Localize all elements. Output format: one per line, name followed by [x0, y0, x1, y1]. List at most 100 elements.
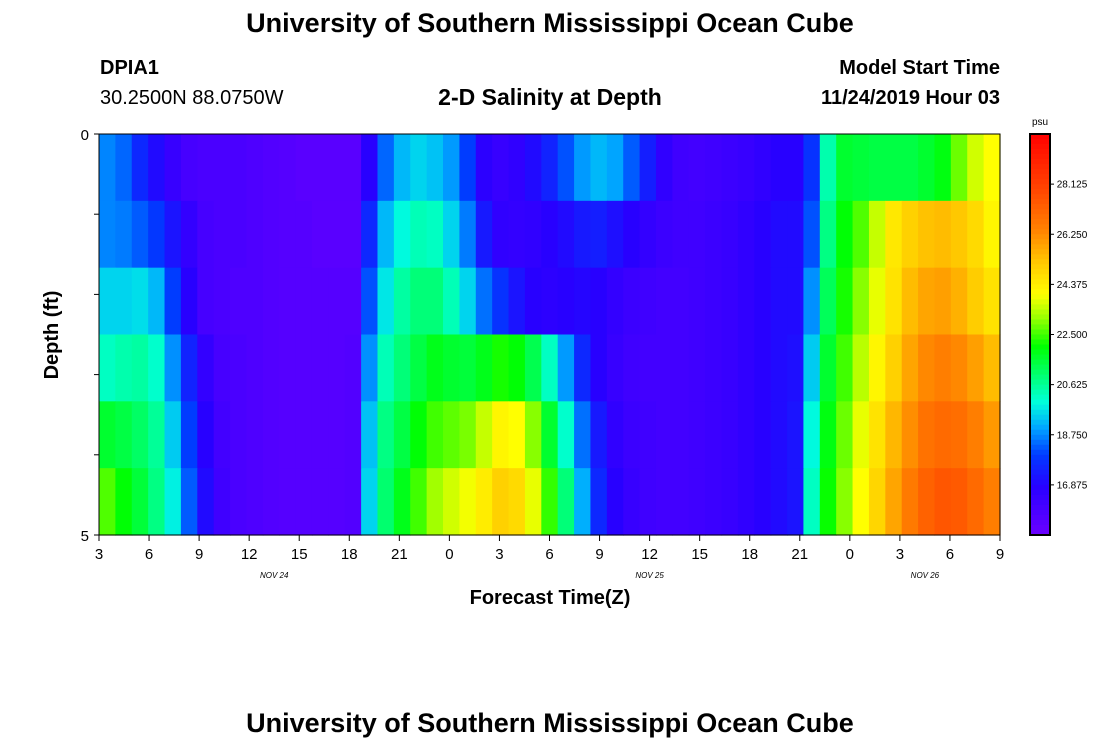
heatmap-cell — [639, 334, 657, 402]
heatmap-cell — [819, 468, 837, 536]
colorbar: 16.875 18.750 20.625 22.500 24.375 26.250 28.1… — [1029, 133, 1088, 536]
heatmap-cell — [443, 267, 460, 336]
heatmap-cell — [295, 200, 313, 269]
heatmap-cell — [787, 200, 805, 269]
heatmap-cell — [655, 200, 673, 269]
heatmap-cell — [524, 334, 542, 402]
colorbar-segment — [1030, 404, 1050, 411]
x-tick-label: 15 — [291, 546, 308, 563]
heatmap-cell — [311, 401, 329, 469]
x-tick-label: 0 — [846, 546, 854, 563]
colorbar-units: psu — [1032, 117, 1048, 128]
heatmap-cell — [934, 267, 952, 336]
colorbar-segment — [1030, 209, 1050, 215]
heatmap-cell — [967, 334, 985, 402]
heatmap-cell — [574, 134, 592, 202]
heatmap-cell — [99, 334, 116, 402]
heatmap-cell — [541, 334, 559, 402]
heatmap-cell — [918, 267, 936, 336]
heatmap-cell — [213, 468, 231, 536]
page-title: University of Southern Mississippi Ocean… — [246, 8, 854, 38]
heatmap-cell — [426, 468, 444, 536]
heatmap-cell — [705, 468, 723, 536]
heatmap-cell — [557, 334, 575, 402]
heatmap-cell — [967, 267, 985, 336]
heatmap-cell — [639, 134, 657, 202]
colorbar-segment — [1030, 224, 1050, 230]
heatmap-cell — [721, 334, 739, 402]
heatmap-cell — [459, 334, 477, 402]
heatmap-cell — [197, 134, 215, 202]
colorbar-segment — [1030, 284, 1050, 290]
heatmap-cell — [475, 267, 493, 336]
x-tick-label: 9 — [595, 546, 603, 563]
heatmap-cell — [606, 334, 624, 402]
heatmap-cell — [426, 334, 444, 402]
heatmap-cell — [836, 334, 854, 402]
heatmap-cell — [950, 134, 968, 202]
colorbar-segment — [1030, 299, 1050, 306]
colorbar-segment — [1030, 204, 1050, 210]
heatmap-cell — [967, 401, 985, 469]
heatmap-cell — [754, 401, 772, 469]
x-axis: 3 6 9 12 15 18 21 0 3 6 9 12 15 18 21 0 3 6 9 NOV 24 NOV 25 N… — [95, 535, 1004, 580]
x-tick-label: 3 — [495, 546, 503, 563]
heatmap-cell — [705, 401, 723, 469]
heatmap-cell — [393, 134, 411, 202]
colorbar-segment — [1030, 384, 1050, 391]
heatmap-cell — [934, 334, 952, 402]
heatmap-cell — [197, 401, 215, 469]
heatmap-cell — [311, 134, 329, 202]
heatmap-cell — [868, 468, 886, 536]
colorbar-segment — [1030, 509, 1050, 516]
heatmap-cell — [393, 468, 411, 536]
heatmap-cell — [230, 267, 248, 336]
colorbar-segment — [1030, 454, 1050, 461]
colorbar-segment — [1030, 479, 1050, 486]
heatmap-cell — [246, 334, 264, 402]
y-axis: 05 — [81, 127, 99, 545]
heatmap-cell — [672, 200, 690, 269]
heatmap-cell — [655, 334, 673, 402]
heatmap-cell — [164, 267, 182, 336]
heatmap-cell — [279, 401, 297, 469]
colorbar-segment — [1030, 279, 1050, 285]
colorbar-segment — [1030, 339, 1050, 346]
heatmap-cell — [262, 468, 280, 536]
heatmap-cell — [852, 468, 870, 536]
colorbar-segment — [1030, 269, 1050, 275]
x-tick-label: 21 — [791, 546, 808, 563]
heatmap-cell — [246, 468, 264, 536]
heatmap-cell — [557, 468, 575, 536]
heatmap-cell — [557, 134, 575, 202]
heatmap-cell — [377, 468, 395, 536]
heatmap-cell — [606, 401, 624, 469]
heatmap-cell — [443, 334, 460, 402]
heatmap-cell — [885, 267, 903, 336]
heatmap-cell — [606, 200, 624, 269]
y-axis-title: Depth (ft) — [41, 291, 63, 380]
colorbar-segment — [1030, 459, 1050, 466]
heatmap-cell — [721, 401, 739, 469]
colorbar-segment — [1030, 464, 1050, 471]
heatmap-cell — [918, 200, 936, 269]
colorbar-segment — [1030, 449, 1050, 456]
heatmap-cell — [623, 334, 641, 402]
colorbar-segment — [1030, 154, 1050, 160]
station-coords: 30.2500N 88.0750W — [100, 87, 284, 109]
colorbar-segment — [1030, 184, 1050, 190]
heatmap-cell — [623, 401, 641, 469]
heatmap-cell — [131, 401, 149, 469]
heatmap-cell — [311, 468, 329, 536]
heatmap-cell — [344, 334, 362, 402]
heatmap-cell — [868, 401, 886, 469]
colorbar-segment — [1030, 369, 1050, 376]
colorbar-segment — [1030, 389, 1050, 396]
heatmap-cell — [574, 267, 592, 336]
heatmap-cell — [803, 200, 821, 269]
heatmap-cell — [115, 401, 133, 469]
heatmap-cell — [377, 134, 395, 202]
heatmap-cell — [901, 200, 919, 269]
heatmap-cell — [459, 134, 477, 202]
